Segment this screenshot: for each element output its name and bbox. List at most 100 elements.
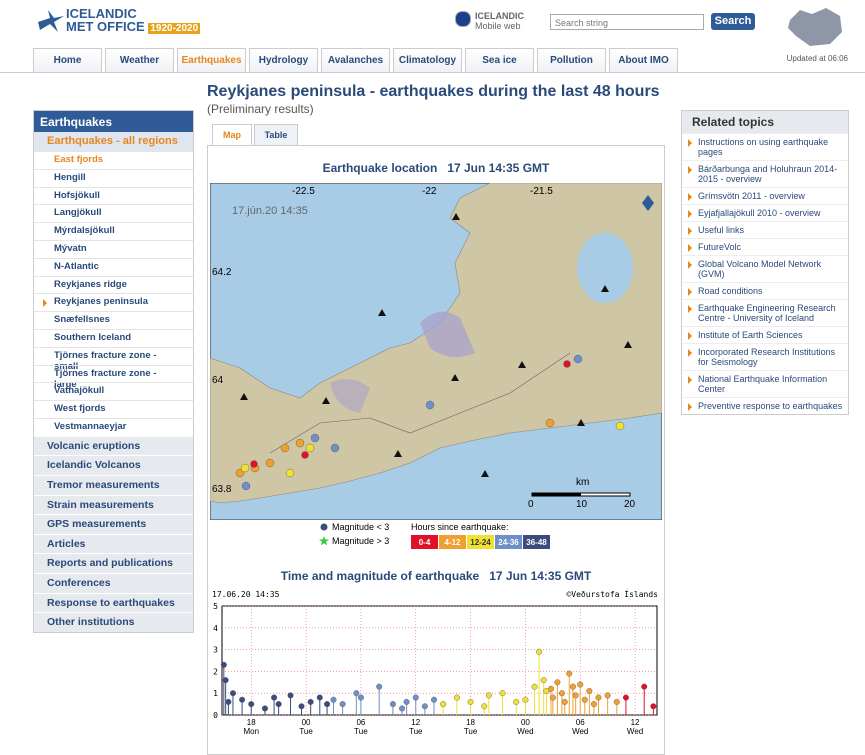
nav-tab[interactable]: Sea ice bbox=[465, 48, 534, 72]
nav-tab[interactable]: Avalanches bbox=[321, 48, 390, 72]
chart: 17.06.20 14:35 ©Veðurstofa Íslands 01234… bbox=[212, 588, 658, 736]
related-link[interactable]: Useful links bbox=[682, 221, 848, 238]
region-link[interactable]: Southern Iceland bbox=[34, 328, 193, 347]
region-link[interactable]: Hengill bbox=[34, 168, 193, 187]
related-link[interactable]: Eyjafjallajökull 2010 - overview bbox=[682, 204, 848, 221]
quake bbox=[581, 696, 588, 703]
legend-label: 36-48 bbox=[526, 538, 547, 547]
legend-text: Magnitude < 3 bbox=[332, 522, 389, 532]
arrow bbox=[688, 227, 692, 235]
nav-tab[interactable]: Earthquakes bbox=[177, 48, 246, 72]
quake bbox=[239, 696, 246, 703]
arrow bbox=[688, 210, 692, 218]
related-link[interactable]: Grímsvötn 2011 - overview bbox=[682, 187, 848, 204]
legend-swatch bbox=[439, 535, 466, 549]
related-link[interactable]: Bárðarbunga and Holuhraun 2014-2015 - ov… bbox=[682, 160, 848, 187]
legend-label: 24-36 bbox=[498, 538, 519, 547]
search-input[interactable]: Search string bbox=[550, 14, 704, 30]
sidebar-title: Earthquakes bbox=[34, 111, 193, 132]
nav-tab[interactable]: Hydrology bbox=[249, 48, 318, 72]
related-link[interactable]: Earthquake Engineering Research Centre -… bbox=[682, 299, 848, 326]
scale-label: 20 bbox=[624, 499, 636, 510]
legend-label: 0-4 bbox=[419, 538, 431, 547]
logo-years: 1920-2020 bbox=[148, 23, 201, 34]
related-link[interactable]: Institute of Earth Sciences bbox=[682, 326, 848, 343]
lon-label: -22.5 bbox=[292, 186, 315, 197]
related-link[interactable]: Preventive response to earthquakes bbox=[682, 397, 848, 414]
tab[interactable]: Table bbox=[254, 124, 298, 146]
sidebar-link[interactable]: Reports and publications bbox=[34, 553, 193, 573]
nav-tab[interactable]: Pollution bbox=[537, 48, 606, 72]
quake bbox=[339, 701, 346, 708]
quake bbox=[536, 648, 543, 655]
region-link[interactable]: Tjörnes fracture zone - small bbox=[34, 346, 193, 372]
region-link[interactable]: Tjörnes fracture zone - large bbox=[34, 364, 193, 390]
region-link[interactable]: Reykjanes ridge bbox=[34, 275, 193, 294]
quake bbox=[540, 677, 547, 684]
sidebar-link[interactable]: Icelandic Volcanos bbox=[34, 455, 193, 475]
lat-label: 64 bbox=[212, 375, 224, 386]
quake bbox=[324, 701, 331, 708]
quake bbox=[572, 692, 579, 699]
related-link[interactable]: Incorporated Research Institutions for S… bbox=[682, 343, 848, 370]
related-link[interactable]: FutureVolc bbox=[682, 238, 848, 255]
region-link[interactable]: Reykjanes peninsula bbox=[34, 293, 193, 311]
region-link[interactable]: Vestmannaeyjar bbox=[34, 417, 193, 436]
nav-tab[interactable]: Home bbox=[33, 48, 102, 72]
legend-text: Hours since earthquake: bbox=[411, 522, 509, 532]
related-link[interactable]: Road conditions bbox=[682, 282, 848, 299]
logo[interactable]: ICELANDIC MET OFFICE 1920-2020 bbox=[66, 6, 201, 35]
logo-text: ICELANDIC bbox=[66, 6, 137, 21]
quake bbox=[554, 679, 561, 686]
region-link[interactable]: Vatnajökull bbox=[34, 382, 193, 400]
related-link[interactable]: Global Volcano Model Network (GVM) bbox=[682, 255, 848, 282]
nav-tab[interactable]: Weather bbox=[105, 48, 174, 72]
arrow bbox=[688, 288, 692, 296]
region-link[interactable]: Hofsjökull bbox=[34, 186, 193, 205]
x-tick-label: 18 bbox=[247, 718, 256, 727]
region-link[interactable]: East fjords bbox=[34, 151, 193, 169]
sidebar-link[interactable]: Conferences bbox=[34, 572, 193, 593]
x-tick-day: Tue bbox=[409, 727, 423, 736]
nav-tab[interactable]: About IMO bbox=[609, 48, 678, 72]
flag bbox=[455, 11, 471, 27]
region-link[interactable]: Langjökull bbox=[34, 204, 193, 222]
tab[interactable]: Map bbox=[212, 124, 252, 146]
quake bbox=[558, 690, 565, 697]
quake bbox=[467, 698, 474, 705]
region-link[interactable]: Mývatn bbox=[34, 239, 193, 258]
quake bbox=[613, 698, 620, 705]
chart-credit: ©Veðurstofa Íslands bbox=[566, 588, 658, 599]
region-link[interactable]: Mýrdalsjökull bbox=[34, 222, 193, 240]
map-legend: Magnitude < 3 Magnitude > 3 Hours since … bbox=[319, 522, 550, 549]
x-tick-label: 06 bbox=[576, 718, 585, 727]
related-link[interactable]: National Earthquake Information Center bbox=[682, 370, 848, 397]
nav-tab[interactable]: Climatology bbox=[393, 48, 462, 72]
region-link[interactable]: N-Atlantic bbox=[34, 257, 193, 276]
quake bbox=[513, 698, 520, 705]
sidebar-link[interactable]: Response to earthquakes bbox=[34, 592, 193, 613]
related: Related topics Instructions on using eart… bbox=[681, 110, 849, 415]
sidebar-link[interactable]: GPS measurements bbox=[34, 514, 193, 534]
scale-label: 0 bbox=[528, 499, 534, 510]
sidebar-active[interactable]: Earthquakes - all regions bbox=[34, 132, 193, 151]
legend-swatch bbox=[467, 535, 494, 549]
sidebar-link[interactable]: Strain measurements bbox=[34, 494, 193, 515]
map-title: Earthquake location 17 Jun 14:35 GMT bbox=[322, 161, 550, 175]
mobile-link[interactable]: ICELANDIC Mobile web bbox=[475, 11, 524, 31]
quake bbox=[604, 692, 611, 699]
quake bbox=[220, 661, 227, 668]
search-button[interactable]: Search bbox=[711, 13, 755, 30]
sidebar-link[interactable]: Other institutions bbox=[34, 612, 193, 632]
quake bbox=[421, 703, 428, 710]
region-link[interactable]: Snæfellsnes bbox=[34, 311, 193, 329]
updated: Updated at 06:06 bbox=[786, 54, 848, 63]
related-link[interactable]: Instructions on using earthquake pages bbox=[682, 133, 848, 160]
quake bbox=[569, 683, 576, 690]
region-link[interactable]: West fjords bbox=[34, 400, 193, 418]
sidebar-link[interactable]: Articles bbox=[34, 533, 193, 554]
sidebar-link[interactable]: Volcanic eruptions bbox=[34, 435, 193, 456]
quake bbox=[440, 701, 447, 708]
sidebar-link[interactable]: Tremor measurements bbox=[34, 474, 193, 495]
